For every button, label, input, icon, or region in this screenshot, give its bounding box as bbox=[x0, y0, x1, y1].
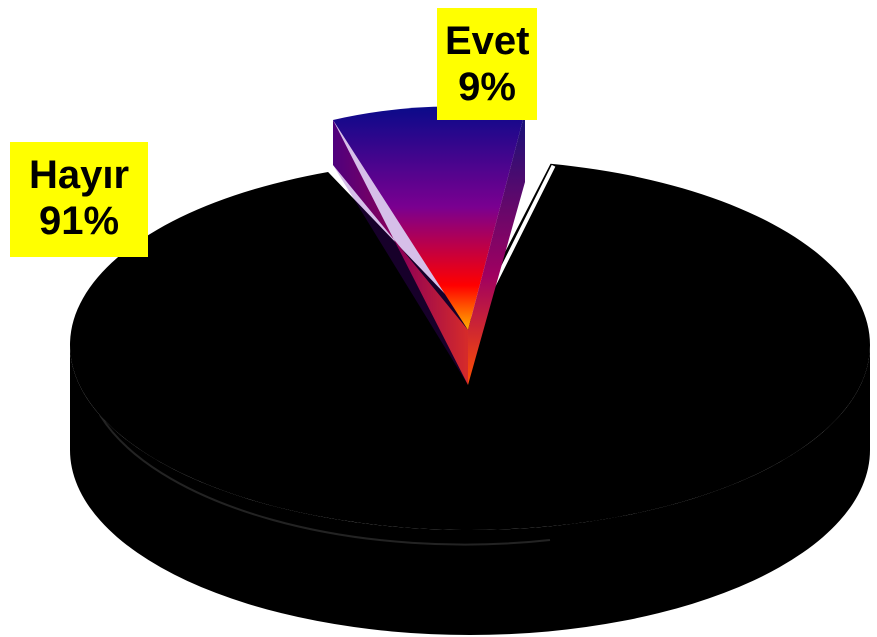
data-label-evet: Evet 9% bbox=[437, 8, 537, 120]
slice-label-evet: Evet bbox=[445, 19, 530, 63]
pie-slice-evet-side bbox=[333, 120, 468, 385]
pie-slice-evet-right-side bbox=[468, 112, 525, 385]
slice-value-evet: 9% bbox=[458, 65, 516, 109]
slice-value-hayir: 91% bbox=[38, 199, 120, 243]
pie-slice-hayir-side bbox=[70, 345, 870, 635]
pie-slice-evet-group bbox=[333, 106, 525, 385]
pie-slice-evet bbox=[333, 106, 525, 330]
pie-slice-hayir-rim-highlight bbox=[99, 414, 551, 546]
slice-label-hayir: Hayır bbox=[28, 153, 130, 197]
data-label-hayir: Hayır 91% bbox=[10, 142, 148, 257]
pie-slice-evet-shade bbox=[333, 120, 468, 385]
